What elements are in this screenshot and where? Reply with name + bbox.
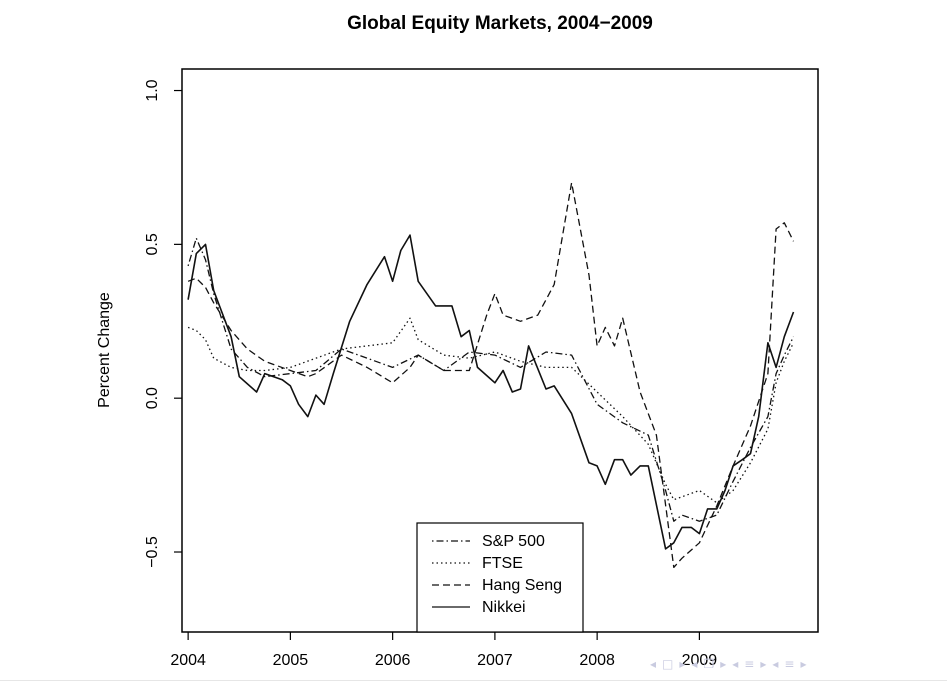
x-tick-label: 2005: [273, 652, 309, 669]
nav-glyph-icon[interactable]: ❐: [703, 657, 715, 671]
x-tick-label: 2007: [477, 652, 513, 669]
legend-label: FTSE: [482, 555, 523, 572]
footer-divider: [0, 680, 947, 681]
x-tick-label: 2008: [579, 652, 615, 669]
slide-navigation: ◂ □ ▸ ◂ ❐ ▸ ◂ ≡ ▸ ◂ ≡ ▸: [650, 654, 806, 674]
legend: S&P 500 FTSE Hang Seng Nikkei: [416, 522, 584, 633]
nav-glyph-icon[interactable]: ▸: [720, 657, 727, 671]
nav-glyph-icon[interactable]: ▸: [679, 657, 686, 671]
nav-glyph-icon[interactable]: ▸: [760, 657, 767, 671]
series-layer: [187, 182, 795, 569]
nav-glyph-icon[interactable]: ▸: [800, 657, 807, 671]
nav-glyph-icon[interactable]: ◂: [732, 657, 739, 671]
series-line-s-p-500: [187, 237, 795, 522]
x-tick-label: 2009: [682, 652, 718, 669]
nav-glyph-icon[interactable]: □: [662, 657, 674, 671]
series-line-hang-seng: [187, 182, 795, 569]
y-axis-label: Percent Change: [96, 292, 113, 408]
legend-box: [416, 522, 584, 633]
x-tick-label: 2004: [170, 652, 206, 669]
nav-glyph-icon[interactable]: ◂: [691, 657, 698, 671]
x-axis: 2004 2005 2006 2007 2008 2009: [170, 632, 717, 669]
nav-glyph-icon[interactable]: ◂: [772, 657, 779, 671]
legend-label: S&P 500: [482, 533, 545, 550]
series-line-nikkei: [187, 234, 795, 550]
x-tick-label: 2006: [375, 652, 411, 669]
y-axis: −0.5 0.0 0.5 1.0: [144, 79, 182, 568]
chart-title: Global Equity Markets, 2004−2009: [347, 13, 653, 34]
nav-glyph-icon[interactable]: ◂: [650, 657, 657, 671]
legend-label: Hang Seng: [482, 577, 562, 594]
nav-glyph-icon[interactable]: ≡: [784, 657, 795, 671]
y-tick-label: −0.5: [144, 536, 161, 568]
y-tick-label: 0.5: [144, 233, 161, 255]
y-tick-label: 1.0: [144, 79, 161, 101]
legend-label: Nikkei: [482, 599, 526, 616]
y-tick-label: 0.0: [144, 387, 161, 409]
nav-glyph-icon[interactable]: ≡: [744, 657, 755, 671]
series-line-ftse: [187, 317, 795, 504]
